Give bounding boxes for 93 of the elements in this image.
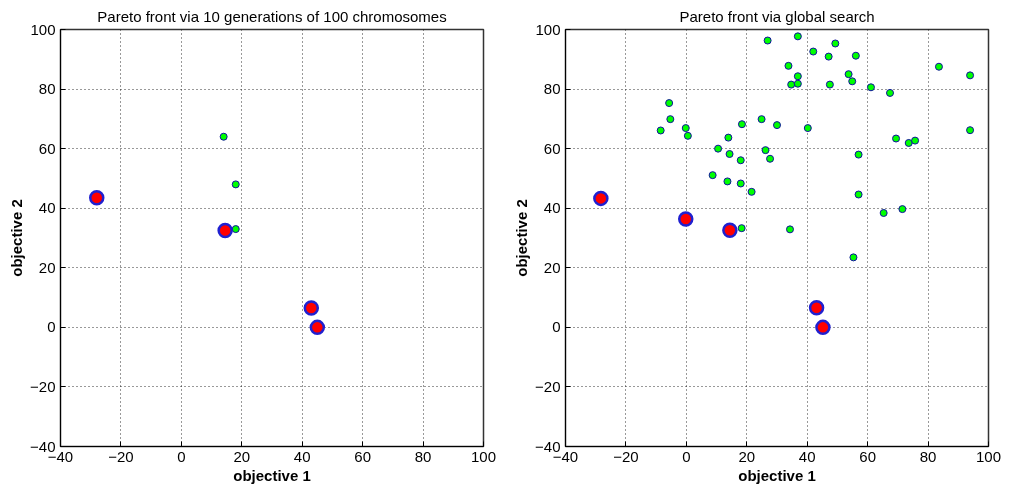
point — [831, 39, 840, 48]
y-tick-label: 100 — [535, 20, 561, 38]
point — [737, 224, 746, 233]
point — [665, 99, 674, 108]
x-tick-label: 0 — [177, 447, 186, 465]
x-tick-label: 60 — [354, 447, 371, 465]
point — [681, 124, 690, 133]
x-tick-label: 100 — [470, 447, 497, 465]
point — [803, 124, 812, 133]
point — [966, 71, 975, 80]
y-tick-label: 0 — [552, 318, 561, 336]
x-axis-title: objective 1 — [233, 466, 311, 484]
point — [808, 299, 825, 316]
point — [708, 171, 717, 180]
point — [892, 134, 901, 143]
x-tick-label: 80 — [414, 447, 432, 465]
point — [825, 80, 834, 89]
point — [854, 190, 863, 199]
x-tick-label: 40 — [293, 447, 311, 465]
y-axis-title: objective 2 — [8, 199, 26, 277]
y-tick-label: −20 — [535, 377, 561, 395]
point — [854, 150, 863, 159]
point — [309, 319, 326, 336]
y-tick-label: 60 — [543, 139, 561, 157]
point — [683, 131, 692, 140]
point — [219, 132, 228, 141]
point — [886, 88, 894, 97]
point — [785, 225, 794, 234]
point — [737, 120, 746, 129]
point — [793, 32, 802, 41]
y-tick-label: 40 — [543, 199, 561, 217]
point — [766, 154, 775, 163]
point — [866, 83, 875, 92]
point — [851, 51, 860, 60]
point — [231, 180, 240, 189]
y-tick-label: 20 — [543, 258, 561, 276]
point — [879, 208, 888, 217]
point — [848, 77, 857, 86]
point — [911, 136, 920, 145]
point — [736, 156, 745, 165]
point — [815, 319, 831, 336]
x-tick-label: 100 — [975, 447, 1002, 465]
y-tick-label: 100 — [30, 20, 56, 38]
point — [793, 79, 802, 88]
point — [824, 52, 833, 61]
x-tick-label: −20 — [613, 447, 639, 465]
point — [904, 138, 913, 147]
point — [303, 300, 320, 316]
y-tick-label: 20 — [38, 258, 56, 276]
point — [678, 211, 694, 227]
point — [666, 115, 675, 124]
x-tick-label: 0 — [682, 447, 691, 465]
point — [763, 36, 772, 45]
point — [898, 205, 907, 214]
point — [787, 80, 796, 89]
point — [793, 72, 802, 81]
point — [724, 133, 733, 142]
point — [723, 177, 732, 186]
chart-title: Pareto front via 10 generations of 100 chromosomes — [97, 7, 447, 25]
y-tick-label: 60 — [38, 139, 56, 157]
x-tick-label: 20 — [233, 447, 251, 465]
x-tick-label: 80 — [919, 447, 937, 465]
point — [714, 144, 723, 153]
y-tick-label: 80 — [543, 80, 561, 98]
y-tick-label: −20 — [30, 377, 56, 395]
point — [966, 126, 975, 135]
x-tick-label: 40 — [798, 447, 816, 465]
point — [656, 126, 665, 135]
point — [844, 70, 853, 79]
point — [934, 62, 943, 71]
point — [593, 190, 609, 207]
point — [722, 222, 738, 238]
point — [757, 115, 766, 124]
x-tick-label: 20 — [738, 447, 756, 465]
point — [773, 121, 781, 130]
y-tick-label: 80 — [38, 80, 56, 98]
point — [784, 61, 793, 70]
x-tick-label: −20 — [108, 447, 134, 465]
point — [736, 179, 745, 188]
chart-title: Pareto front via global search — [679, 7, 875, 25]
point — [217, 222, 233, 239]
point — [761, 146, 770, 155]
point — [747, 187, 756, 196]
point — [809, 47, 818, 56]
y-tick-label: 0 — [47, 318, 56, 336]
x-axis-title: objective 1 — [738, 466, 816, 484]
x-tick-label: 60 — [859, 447, 876, 465]
point — [725, 150, 734, 158]
point — [849, 253, 858, 262]
y-tick-label: 40 — [38, 199, 56, 217]
y-axis-title: objective 2 — [513, 199, 531, 277]
point — [89, 190, 105, 206]
point — [231, 225, 240, 234]
